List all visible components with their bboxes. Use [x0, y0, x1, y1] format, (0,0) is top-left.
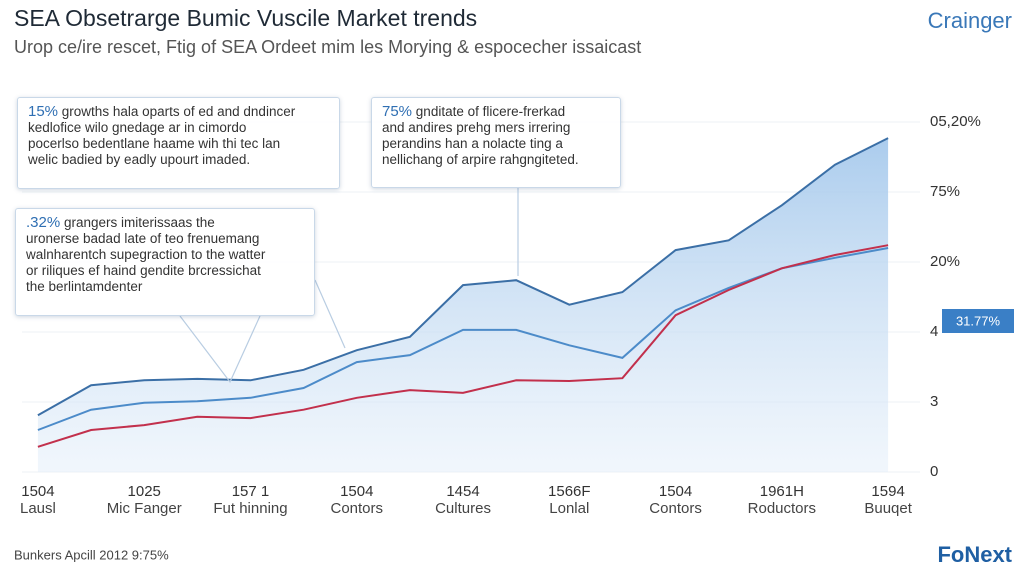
- y-tick-label: 4: [930, 323, 938, 340]
- footer-logo: FoNext: [937, 542, 1012, 567]
- y-tick-label: 05,20%: [930, 113, 981, 130]
- x-tick-code: 157 1: [232, 483, 270, 500]
- annotation-text: the berlintamdenter: [26, 279, 143, 294]
- y-tick-label: 3: [930, 393, 938, 410]
- x-tick-label: Mic Fanger: [107, 500, 182, 517]
- annotation-highlight: 75%: [382, 103, 413, 120]
- x-tick-label: Buuqet: [864, 500, 912, 517]
- annotation-text: or riliques ef haind gendite brcressicha…: [26, 263, 261, 278]
- annotation-highlight: 15%: [28, 103, 59, 120]
- annotation-line: welic badied by eadly upourt imaded.: [28, 152, 329, 168]
- line: [37, 137, 889, 417]
- x-tick-label: Contors: [649, 500, 702, 517]
- annotation-text: nellichang of arpire rahgngiteted.: [382, 152, 579, 167]
- annotation-line: perandins han a nolacte ting a: [382, 136, 610, 152]
- annotation-line: the berlintamdenter: [26, 279, 304, 295]
- annotation-text: uronerse badad late of teo frenuemang: [26, 231, 260, 246]
- callout-tag: [942, 309, 1014, 333]
- x-tick-label: Lausl: [20, 500, 56, 517]
- x-tick-code: 1594: [871, 483, 904, 500]
- annotation-line: walnharentch supegraction to the watter: [26, 247, 304, 263]
- callout-label: 31.77%: [956, 313, 1001, 328]
- y-tick-label: 75%: [930, 183, 960, 200]
- brand: Crainger: [928, 8, 1012, 33]
- annotation-text: grangers imiterissaas the: [63, 215, 215, 230]
- callout-pointers: [179, 188, 519, 384]
- x-tick-label: Lonlal: [549, 500, 589, 517]
- annotation-line: uronerse badad late of teo frenuemang: [26, 231, 304, 247]
- annotation-box: 15% growths hala oparts of ed and dndinc…: [17, 97, 340, 189]
- x-tick-label: Cultures: [435, 500, 491, 517]
- line: [37, 244, 889, 448]
- annotation-line: 75% gnditate of flicere-frerkad: [382, 104, 610, 120]
- annotation-highlight: .32%: [26, 214, 61, 231]
- x-tick-code: 1566F: [548, 483, 591, 500]
- annotation-text: walnharentch supegraction to the watter: [26, 247, 266, 262]
- line: [37, 247, 889, 431]
- annotation-text: and andires prehg mers irrering: [382, 120, 571, 135]
- annotation-text: gnditate of flicere-frerkad: [415, 104, 566, 119]
- area: [37, 138, 889, 472]
- x-tick-code: 1504: [659, 483, 692, 500]
- x-tick-label: Fut hinning: [213, 500, 287, 517]
- annotation-line: 15% growths hala oparts of ed and dndinc…: [28, 104, 329, 120]
- y-tick-label: 20%: [930, 253, 960, 270]
- annotation-box: 75% gnditate of flicere-frerkad and andir…: [371, 97, 621, 188]
- annotation-line: .32% grangers imiterissaas the: [26, 215, 304, 231]
- annotation-line: nellichang of arpire rahgngiteted.: [382, 152, 610, 168]
- x-tick-code: 1961H: [760, 483, 804, 500]
- x-tick-code: 1504: [340, 483, 373, 500]
- chart-title: SEA Obsetrarge Bumic Vuscile Market tren…: [14, 5, 477, 31]
- annotation-text: welic badied by eadly upourt imaded.: [28, 152, 251, 167]
- x-tick-label: Roductors: [748, 500, 816, 517]
- annotation-text: growths hala oparts of ed and dndincer: [61, 104, 296, 119]
- x-tick-code: 1454: [446, 483, 479, 500]
- footer-note: Bunkers Apcill 2012 9:75%: [14, 547, 169, 562]
- annotation-box: .32% grangers imiterissaas the uronerse b…: [15, 208, 315, 316]
- x-tick-code: 1025: [128, 483, 161, 500]
- y-tick-label: 0: [930, 463, 938, 480]
- annotation-line: or riliques ef haind gendite brcressicha…: [26, 263, 304, 279]
- x-tick-code: 1504: [21, 483, 54, 500]
- annotation-text: perandins han a nolacte ting a: [382, 136, 563, 151]
- annotation-line: pocerlso bedentlane haame wih thi tec la…: [28, 136, 329, 152]
- annotation-text: pocerlso bedentlane haame wih thi tec la…: [28, 136, 281, 151]
- chart-subtitle: Urop ce/ire rescet, Ftig of SEA Ordeet m…: [14, 37, 641, 57]
- x-tick-label: Contors: [330, 500, 383, 517]
- annotation-text: kedlofice wilo gnedage ar in cimordo: [28, 120, 247, 135]
- annotation-line: and andires prehg mers irrering: [382, 120, 610, 136]
- annotation-line: kedlofice wilo gnedage ar in cimordo: [28, 120, 329, 136]
